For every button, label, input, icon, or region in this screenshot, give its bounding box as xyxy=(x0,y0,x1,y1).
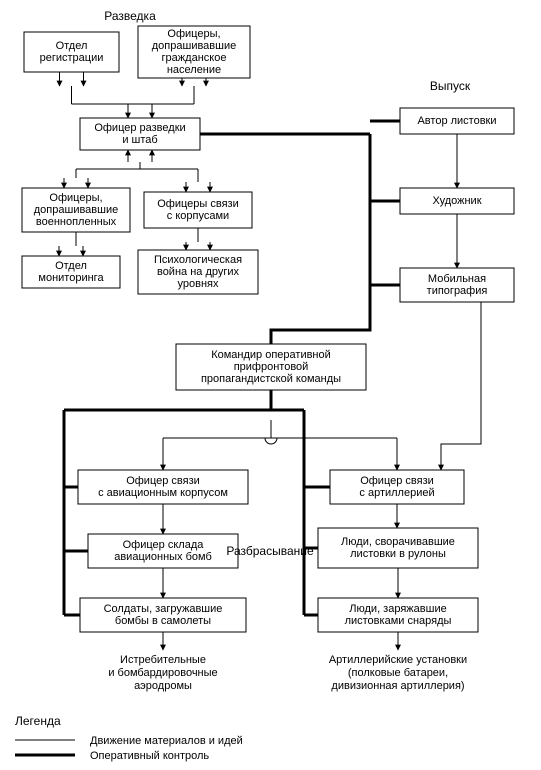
node-artist-line0: Художник xyxy=(432,195,481,207)
edges-thin xyxy=(15,72,481,740)
section-legend: Легенда xyxy=(15,714,61,728)
flowchart-diagram: ОтделрегистрацииОфицеры,допрашивавшиегра… xyxy=(0,0,541,770)
node-press-line0: Мобильная xyxy=(428,273,486,285)
node-reg-line0: Отдел xyxy=(56,40,88,52)
node-artliais-line1: с артиллерией xyxy=(359,487,434,499)
legend-thin-label: Движение материалов и идей xyxy=(90,735,243,747)
node-psywar-line1: война на других xyxy=(157,266,240,278)
legend-thick-label: Оперативный контроль xyxy=(90,750,209,762)
node-psywar-line0: Психологическая xyxy=(154,254,242,266)
node-monitor-line0: Отдел xyxy=(55,260,87,272)
node-avliais-line0: Офицер связи xyxy=(126,475,200,487)
node-bombdep-line1: авиационных бомб xyxy=(114,551,212,563)
node-pow-line2: военнопленных xyxy=(36,216,117,228)
node-shell-line0: Люди, заряжавшие xyxy=(349,603,446,615)
node-rollers-line1: листовки в рулоны xyxy=(350,548,446,560)
terminal-airfields-line1: и бомбардировочные xyxy=(108,667,217,679)
node-psywar-line2: уровнях xyxy=(178,278,219,290)
node-press-line1: типография xyxy=(427,285,488,297)
node-civ-line2: гражданское xyxy=(162,52,227,64)
node-reg-line1: регистрации xyxy=(40,52,104,64)
node-intelhq-line0: Офицер разведки xyxy=(94,122,185,134)
terminal-artillery-line1: (полковые батареи, xyxy=(348,667,448,679)
node-bombdep-line0: Офицер склада xyxy=(123,539,205,551)
boxes: ОтделрегистрацииОфицеры,допрашивавшиегра… xyxy=(22,26,514,632)
node-pow-line0: Офицеры, xyxy=(49,192,102,204)
node-artliais-line0: Офицер связи xyxy=(360,475,434,487)
node-civ-line0: Офицеры, xyxy=(167,28,220,40)
node-cmd-line2: пропагандистской команды xyxy=(201,373,341,385)
section-dissem: Разбрасывание xyxy=(226,544,314,558)
terminal-airfields-line0: Истребительные xyxy=(120,654,206,666)
node-author-line0: Автор листовки xyxy=(417,115,496,127)
node-liais-line1: с корпусами xyxy=(167,210,229,222)
node-monitor-line1: мониторинга xyxy=(38,272,104,284)
node-rollers-line0: Люди, сворачивавшие xyxy=(341,536,455,548)
node-intelhq-line1: и штаб xyxy=(122,134,157,146)
section-output: Выпуск xyxy=(430,79,471,93)
node-loaders-line0: Солдаты, загружавшие xyxy=(104,603,223,615)
node-cmd-line0: Командир оперативной xyxy=(211,349,331,361)
terminal-artillery-line0: Артиллерийские установки xyxy=(329,654,467,666)
section-intel: Разведка xyxy=(104,9,156,23)
terminal-airfields-line2: аэродромы xyxy=(134,680,192,692)
node-shell-line1: листовками снаряды xyxy=(345,615,452,627)
terminal-artillery-line2: дивизионная артиллерия) xyxy=(331,680,464,692)
node-cmd-line1: прифронтовой xyxy=(234,361,309,373)
node-avliais-line1: с авиационным корпусом xyxy=(98,487,228,499)
node-liais-line0: Офицеры связи xyxy=(157,198,239,210)
node-civ-line3: население xyxy=(167,64,221,76)
node-loaders-line1: бомбы в самолеты xyxy=(115,615,211,627)
node-pow-line1: допрашивавшие xyxy=(34,204,118,216)
node-civ-line1: допрашивавшие xyxy=(152,40,236,52)
